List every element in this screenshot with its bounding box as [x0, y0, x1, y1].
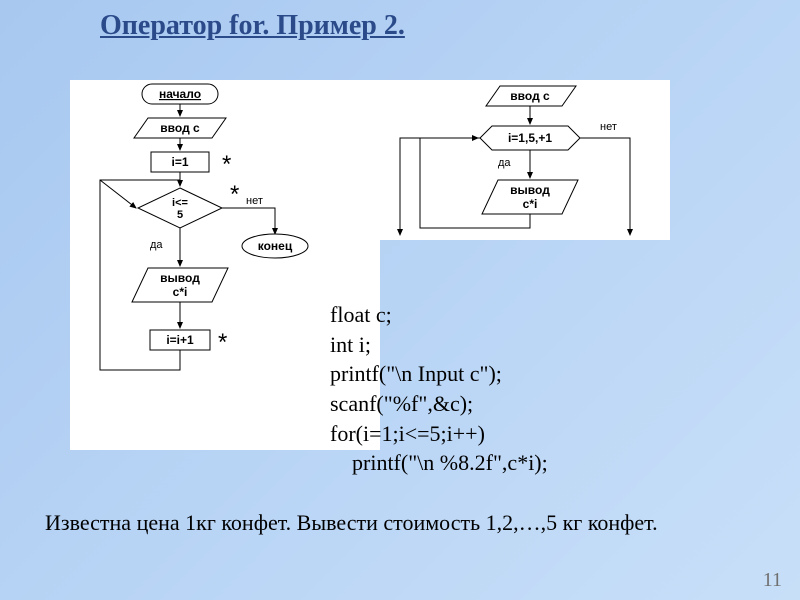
code-line: printf("\n %8.2f",c*i);	[330, 448, 548, 478]
page-number: 11	[763, 569, 782, 592]
star-3: *	[218, 329, 227, 356]
flowchart-right-svg: ввод с i=1,5,+1 нет да вывод c*i	[380, 80, 670, 240]
label-net-left: нет	[246, 195, 263, 207]
label-da-right: да	[498, 157, 511, 169]
node-input2: ввод с	[510, 89, 550, 103]
node-end: конец	[258, 239, 293, 253]
node-input: ввод с	[160, 121, 200, 135]
code-line: int i;	[330, 330, 548, 360]
node-output-l2: c*i	[173, 285, 188, 299]
node-cond-line1: i<=	[172, 197, 188, 209]
node-output-l1: вывод	[160, 271, 200, 285]
code-line: for(i=1;i<=5;i++)	[330, 419, 548, 449]
node-output2-l1: вывод	[510, 183, 550, 197]
node-output2-l2: c*i	[523, 197, 538, 211]
code-line: scanf("%f",&c);	[330, 389, 548, 419]
code-line: printf("\n Input c");	[330, 359, 548, 389]
node-loop: i=1,5,+1	[508, 131, 552, 145]
page-title: Оператор for. Пример 2.	[100, 10, 405, 42]
task-text: Известна цена 1кг конфет. Вывести стоимо…	[45, 510, 745, 536]
node-incr: i=i+1	[166, 333, 194, 347]
label-net-right: нет	[600, 121, 617, 133]
label-da-left: да	[150, 239, 163, 251]
node-init: i=1	[171, 155, 188, 169]
star-2: *	[230, 181, 239, 208]
code-line: float c;	[330, 300, 548, 330]
star-1: *	[222, 151, 231, 178]
node-cond-line2: 5	[177, 209, 183, 221]
flowchart-right: ввод с i=1,5,+1 нет да вывод c*i	[380, 80, 670, 240]
node-start: начало	[159, 87, 201, 101]
code-block: float c; int i; printf("\n Input c"); sc…	[330, 300, 548, 478]
